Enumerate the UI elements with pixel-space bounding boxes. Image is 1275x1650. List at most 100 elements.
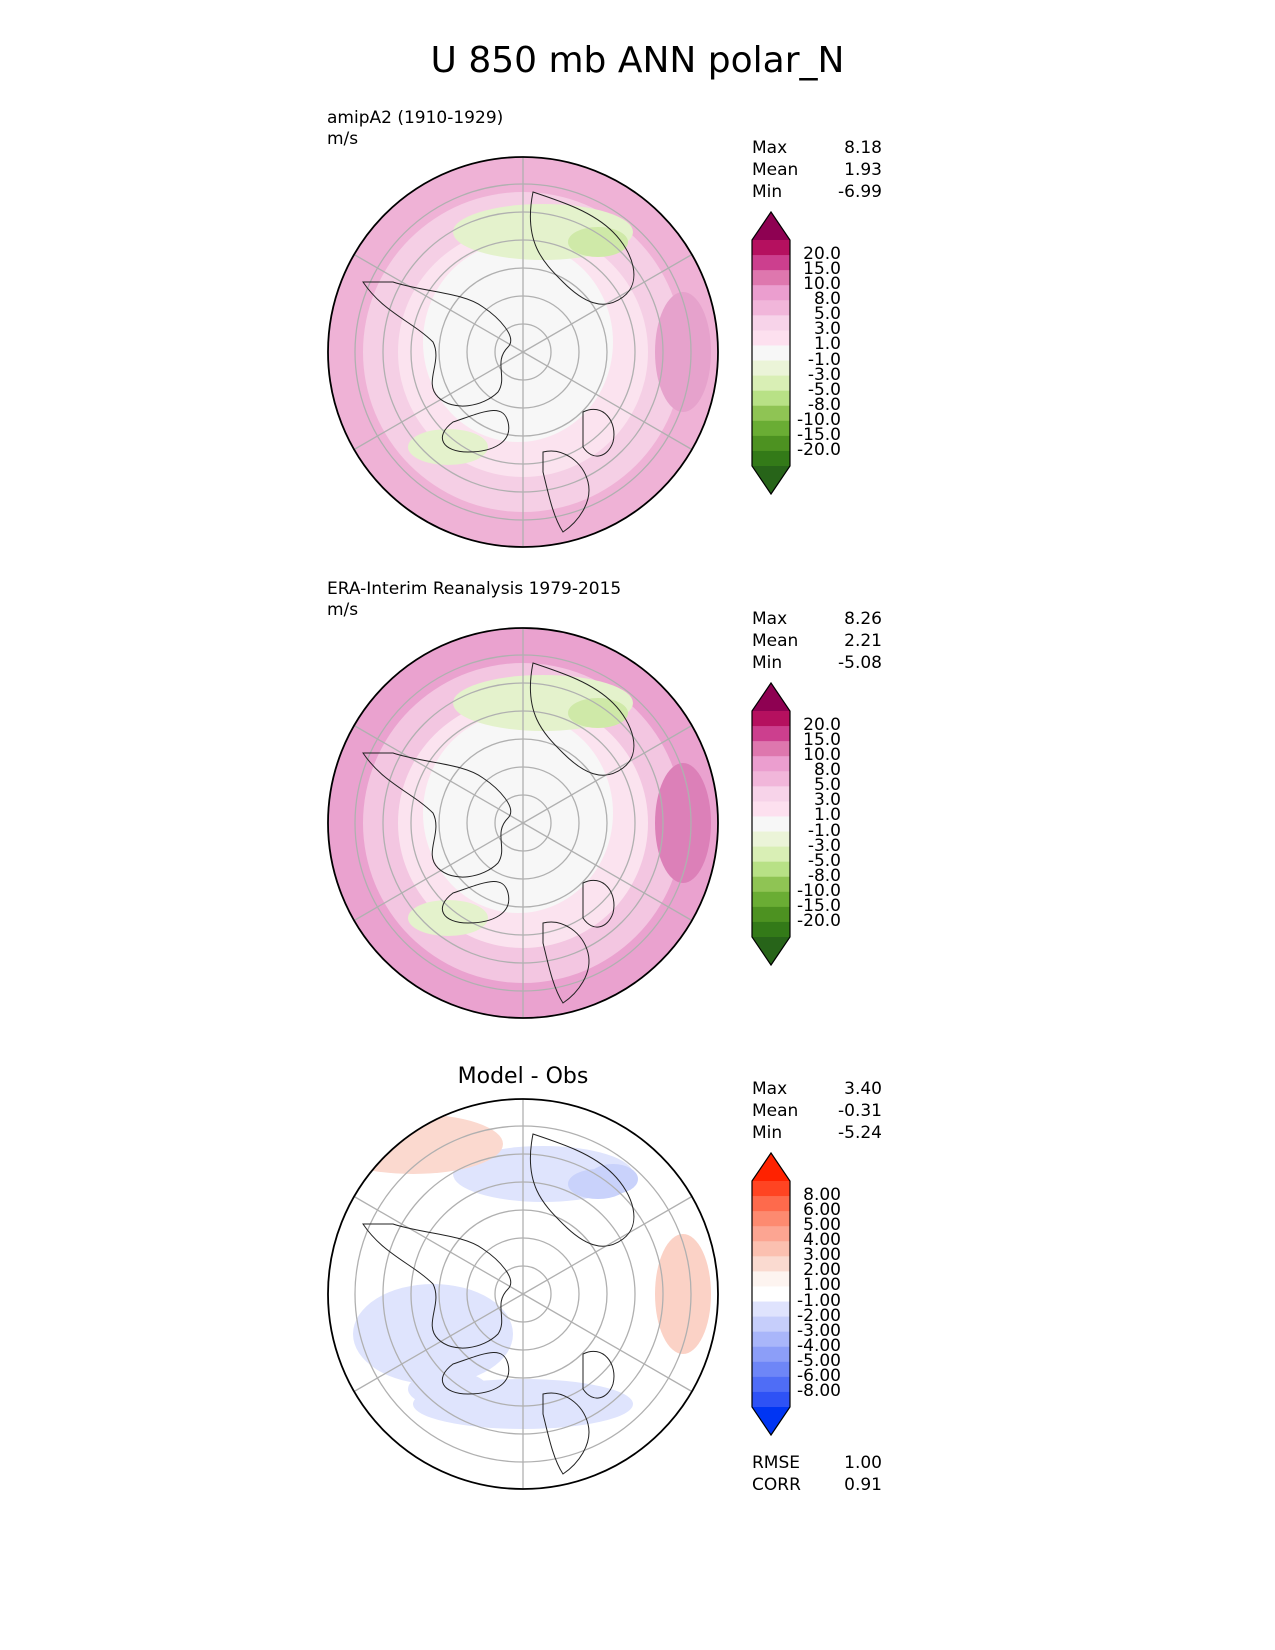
colorbar-segment [752, 711, 790, 727]
longitude-line [522, 351, 693, 451]
colorbar-segment [752, 726, 790, 742]
colorbar-segment [752, 255, 790, 271]
colorbar-segment [752, 270, 790, 286]
diff-max-value: 3.40 [844, 1079, 882, 1099]
longitude-line [353, 1293, 524, 1393]
longitude-line [522, 1195, 693, 1295]
test-max-value: 8.18 [844, 138, 882, 158]
map-boundary [327, 1098, 719, 1490]
longitude-line [522, 253, 693, 353]
longitude-line [353, 351, 524, 451]
ref-max-value: 8.26 [844, 609, 882, 629]
colorbar-extend-top [752, 212, 790, 240]
longitude-line [522, 1293, 693, 1393]
test-colorbar [751, 210, 791, 496]
test-mean-value: 1.93 [844, 160, 882, 180]
colorbar-segment [752, 330, 790, 346]
colorbar-tick-label: 15.0 [803, 730, 841, 751]
colorbar-tick-label: 3.00 [803, 1245, 841, 1266]
colorbar-segment [752, 1256, 790, 1272]
ref-polar-map [327, 627, 719, 1019]
colorbar-segment [752, 1301, 790, 1318]
colorbar-segment [752, 390, 790, 407]
colorbar-segment [752, 756, 790, 772]
ref-colorbar [751, 681, 791, 967]
figure-title: U 850 mb ANN polar_N [430, 40, 845, 81]
colorbar-segment [752, 741, 790, 757]
diff-negative-region [353, 1284, 513, 1384]
ref-panel-label: ERA-Interim Reanalysis 1979-2015 m/s [327, 579, 621, 621]
colorbar-segment [752, 300, 790, 316]
colorbar-tick-label: 5.0 [813, 775, 841, 796]
colorbar-outline [751, 681, 791, 967]
colorbar-tick-label: -1.0 [807, 349, 841, 370]
colorbar-segment [752, 1391, 790, 1408]
colorbar-segment [752, 1226, 790, 1242]
diff-min-label: Min [752, 1123, 783, 1143]
colorbar-tick-label: -20.0 [797, 439, 841, 460]
test-min-value: -6.99 [838, 182, 882, 202]
colorbar-tick-label: 4.00 [803, 1230, 841, 1251]
colorbar-tick-label: 6.00 [803, 1200, 841, 1221]
colorbar-segment [752, 1331, 790, 1348]
test-panel-label: amipA2 (1910-1929) m/s [327, 108, 503, 150]
colorbar-segment [752, 921, 790, 938]
colorbar-segment [752, 846, 790, 863]
colorbar-tick-label: -5.0 [807, 379, 841, 400]
test-model-name: amipA2 (1910-1929) [327, 108, 504, 128]
colorbar-segment [752, 360, 790, 377]
colorbar-segment [752, 240, 790, 256]
diff-corr-value: 0.91 [844, 1475, 882, 1495]
colorbar-extend-bottom [752, 466, 790, 494]
colorbar-tick-label: -8.0 [807, 865, 841, 886]
colorbar-tick-label: 1.00 [803, 1275, 841, 1296]
colorbar-segment [752, 801, 790, 817]
colorbar-tick-label: 5.00 [803, 1215, 841, 1236]
colorbar-segment [752, 345, 790, 362]
longitude-line [522, 822, 693, 922]
colorbar-segment [752, 1316, 790, 1333]
longitude-line [353, 822, 524, 922]
colorbar-tick-label: 8.00 [803, 1185, 841, 1206]
test-max-label: Max [752, 138, 788, 158]
coastline [529, 662, 635, 776]
diff-polar-map [327, 1098, 719, 1490]
test-polar-map [327, 156, 719, 548]
ref-min-value: -5.08 [838, 653, 882, 673]
colorbar-tick-label: -3.0 [807, 364, 841, 385]
longitude-line [522, 724, 693, 824]
ref-min-label: Min [752, 653, 783, 673]
colorbar-tick-label: 8.0 [813, 289, 841, 310]
test-min-label: Min [752, 182, 783, 202]
colorbar-segment [752, 420, 790, 437]
colorbar-tick-label: 5.0 [813, 304, 841, 325]
coastline [542, 1392, 590, 1475]
coastline [362, 1223, 511, 1349]
colorbar-segment [752, 831, 790, 848]
coastline [529, 1133, 635, 1247]
diff-extra-stats: RMSE 1.00 CORR 0.91 [752, 1452, 882, 1496]
diff-panel-title: Model - Obs [457, 1064, 589, 1089]
diff-positive-region [328, 1114, 503, 1174]
colorbar-segment [752, 450, 790, 467]
colorbar-tick-label: 2.00 [803, 1260, 841, 1281]
colorbar-tick-label: 10.0 [803, 745, 841, 766]
colorbar-tick-label: -8.00 [797, 1380, 841, 1401]
colorbar-tick-label: -2.00 [797, 1305, 841, 1326]
test-units: m/s [327, 129, 359, 149]
coastline [542, 921, 590, 1004]
colorbar-segment [752, 1211, 790, 1227]
colorbar-segment [752, 375, 790, 392]
colorbar-tick-label: -15.0 [797, 424, 841, 445]
diff-rmse-label: RMSE [752, 1453, 801, 1473]
colorbar-tick-label: -3.0 [807, 835, 841, 856]
diff-mean-label: Mean [752, 1101, 799, 1121]
colorbar-tick-label: -3.00 [797, 1320, 841, 1341]
colorbar-tick-label: -15.0 [797, 895, 841, 916]
diff-mean-value: -0.31 [838, 1101, 882, 1121]
colorbar-segment [752, 285, 790, 301]
coastline [582, 1350, 615, 1399]
field-polar-cap [423, 242, 613, 442]
colorbar-tick-label: -5.0 [807, 850, 841, 871]
ref-units: m/s [327, 600, 359, 620]
